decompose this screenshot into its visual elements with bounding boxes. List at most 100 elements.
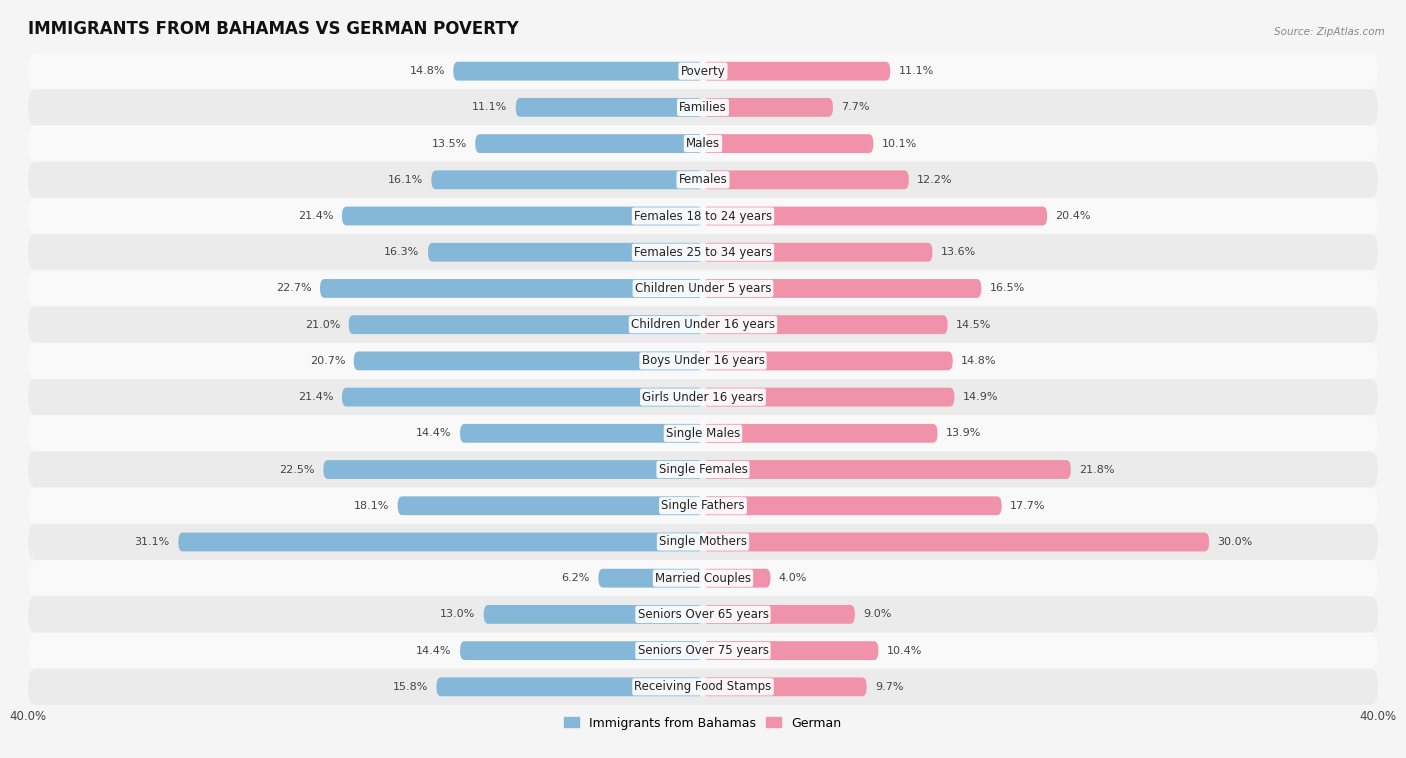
Text: 9.0%: 9.0% — [863, 609, 891, 619]
FancyBboxPatch shape — [703, 352, 953, 371]
FancyBboxPatch shape — [703, 641, 879, 660]
FancyBboxPatch shape — [703, 496, 1001, 515]
Legend: Immigrants from Bahamas, German: Immigrants from Bahamas, German — [560, 712, 846, 735]
FancyBboxPatch shape — [703, 424, 938, 443]
Text: 21.0%: 21.0% — [305, 320, 340, 330]
Text: Receiving Food Stamps: Receiving Food Stamps — [634, 681, 772, 694]
Text: Single Males: Single Males — [666, 427, 740, 440]
Text: 12.2%: 12.2% — [917, 175, 953, 185]
FancyBboxPatch shape — [349, 315, 703, 334]
Text: Girls Under 16 years: Girls Under 16 years — [643, 390, 763, 403]
FancyBboxPatch shape — [703, 678, 866, 697]
FancyBboxPatch shape — [323, 460, 703, 479]
Text: Females 25 to 34 years: Females 25 to 34 years — [634, 246, 772, 258]
Text: Single Females: Single Females — [658, 463, 748, 476]
Text: 13.5%: 13.5% — [432, 139, 467, 149]
Text: 22.7%: 22.7% — [276, 283, 312, 293]
FancyBboxPatch shape — [28, 524, 1378, 560]
Text: 17.7%: 17.7% — [1010, 501, 1046, 511]
FancyBboxPatch shape — [28, 452, 1378, 487]
FancyBboxPatch shape — [28, 560, 1378, 597]
Text: 16.3%: 16.3% — [384, 247, 419, 257]
FancyBboxPatch shape — [436, 678, 703, 697]
Text: Seniors Over 75 years: Seniors Over 75 years — [637, 644, 769, 657]
Text: 10.4%: 10.4% — [887, 646, 922, 656]
Text: Boys Under 16 years: Boys Under 16 years — [641, 355, 765, 368]
FancyBboxPatch shape — [28, 632, 1378, 669]
Text: Married Couples: Married Couples — [655, 572, 751, 584]
FancyBboxPatch shape — [703, 61, 890, 80]
FancyBboxPatch shape — [703, 134, 873, 153]
Text: 21.4%: 21.4% — [298, 392, 333, 402]
Text: 20.7%: 20.7% — [309, 356, 346, 366]
Text: IMMIGRANTS FROM BAHAMAS VS GERMAN POVERTY: IMMIGRANTS FROM BAHAMAS VS GERMAN POVERT… — [28, 20, 519, 38]
FancyBboxPatch shape — [703, 98, 832, 117]
FancyBboxPatch shape — [453, 61, 703, 80]
FancyBboxPatch shape — [28, 487, 1378, 524]
Text: Females: Females — [679, 174, 727, 186]
FancyBboxPatch shape — [28, 343, 1378, 379]
Text: Source: ZipAtlas.com: Source: ZipAtlas.com — [1274, 27, 1385, 36]
FancyBboxPatch shape — [398, 496, 703, 515]
FancyBboxPatch shape — [342, 207, 703, 225]
Text: 11.1%: 11.1% — [472, 102, 508, 112]
Text: 31.1%: 31.1% — [135, 537, 170, 547]
FancyBboxPatch shape — [28, 126, 1378, 161]
FancyBboxPatch shape — [475, 134, 703, 153]
FancyBboxPatch shape — [703, 533, 1209, 551]
Text: Single Fathers: Single Fathers — [661, 500, 745, 512]
FancyBboxPatch shape — [703, 605, 855, 624]
FancyBboxPatch shape — [354, 352, 703, 371]
FancyBboxPatch shape — [28, 379, 1378, 415]
FancyBboxPatch shape — [432, 171, 703, 190]
Text: 21.4%: 21.4% — [298, 211, 333, 221]
Text: 21.8%: 21.8% — [1080, 465, 1115, 475]
Text: 16.5%: 16.5% — [990, 283, 1025, 293]
FancyBboxPatch shape — [28, 198, 1378, 234]
Text: 20.4%: 20.4% — [1056, 211, 1091, 221]
Text: 14.4%: 14.4% — [416, 646, 451, 656]
FancyBboxPatch shape — [703, 207, 1047, 225]
FancyBboxPatch shape — [28, 415, 1378, 452]
Text: Single Mothers: Single Mothers — [659, 535, 747, 549]
Text: 11.1%: 11.1% — [898, 66, 934, 76]
Text: 9.7%: 9.7% — [875, 682, 904, 692]
Text: Children Under 5 years: Children Under 5 years — [634, 282, 772, 295]
Text: 30.0%: 30.0% — [1218, 537, 1253, 547]
FancyBboxPatch shape — [28, 306, 1378, 343]
FancyBboxPatch shape — [342, 387, 703, 406]
Text: Children Under 16 years: Children Under 16 years — [631, 318, 775, 331]
FancyBboxPatch shape — [460, 424, 703, 443]
Text: 13.6%: 13.6% — [941, 247, 976, 257]
Text: Seniors Over 65 years: Seniors Over 65 years — [637, 608, 769, 621]
FancyBboxPatch shape — [703, 279, 981, 298]
Text: 14.4%: 14.4% — [416, 428, 451, 438]
FancyBboxPatch shape — [703, 460, 1071, 479]
Text: 15.8%: 15.8% — [392, 682, 427, 692]
Text: 13.9%: 13.9% — [946, 428, 981, 438]
FancyBboxPatch shape — [28, 161, 1378, 198]
Text: 22.5%: 22.5% — [280, 465, 315, 475]
Text: 4.0%: 4.0% — [779, 573, 807, 583]
FancyBboxPatch shape — [703, 243, 932, 262]
Text: Families: Families — [679, 101, 727, 114]
Text: 18.1%: 18.1% — [354, 501, 389, 511]
FancyBboxPatch shape — [28, 89, 1378, 126]
FancyBboxPatch shape — [460, 641, 703, 660]
FancyBboxPatch shape — [28, 271, 1378, 306]
FancyBboxPatch shape — [703, 387, 955, 406]
FancyBboxPatch shape — [28, 597, 1378, 632]
Text: 10.1%: 10.1% — [882, 139, 917, 149]
Text: Males: Males — [686, 137, 720, 150]
FancyBboxPatch shape — [179, 533, 703, 551]
FancyBboxPatch shape — [321, 279, 703, 298]
Text: 14.9%: 14.9% — [963, 392, 998, 402]
Text: Females 18 to 24 years: Females 18 to 24 years — [634, 209, 772, 223]
Text: 7.7%: 7.7% — [841, 102, 870, 112]
FancyBboxPatch shape — [484, 605, 703, 624]
FancyBboxPatch shape — [516, 98, 703, 117]
Text: 14.8%: 14.8% — [962, 356, 997, 366]
FancyBboxPatch shape — [703, 315, 948, 334]
Text: 14.5%: 14.5% — [956, 320, 991, 330]
FancyBboxPatch shape — [703, 568, 770, 587]
